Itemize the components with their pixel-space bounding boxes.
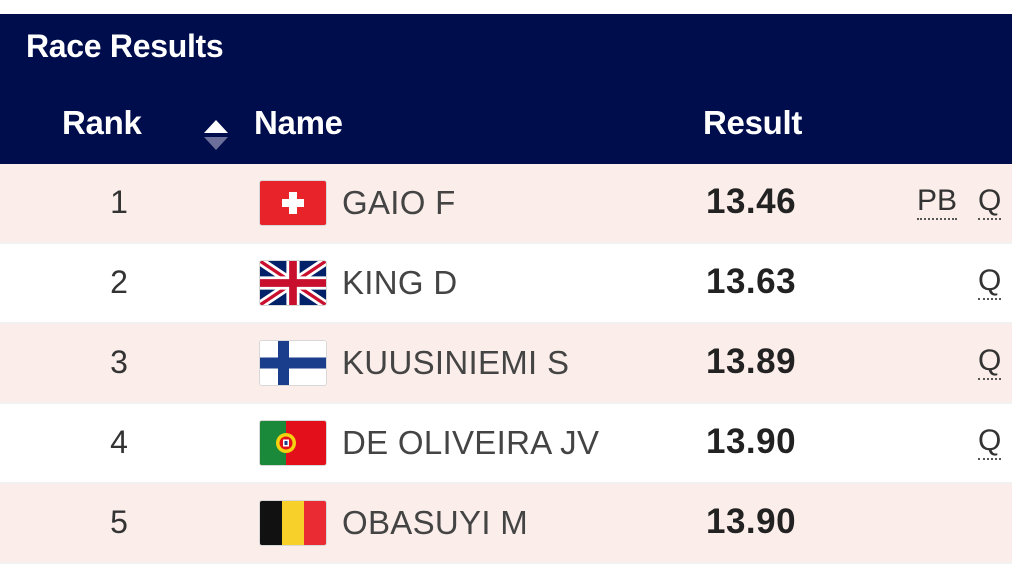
- rank-cell: 5: [110, 504, 128, 540]
- qualified-badge[interactable]: Q: [978, 424, 1002, 460]
- race-results-panel: Race Results Rank Name Result 1 GAIO F 1…: [0, 14, 1012, 575]
- column-header-rank[interactable]: Rank: [62, 104, 142, 141]
- athlete-name[interactable]: KING D: [342, 264, 458, 301]
- table-row[interactable]: 5 OBASUYI M 13.90: [0, 484, 1012, 564]
- portugal-flag-icon: [260, 421, 326, 465]
- great-britain-flag-icon: [260, 261, 326, 305]
- athlete-name[interactable]: DE OLIVEIRA JV: [342, 424, 600, 461]
- athlete-name[interactable]: OBASUYI M: [342, 504, 529, 541]
- personal-best-badge[interactable]: PB: [917, 184, 958, 220]
- switzerland-flag-icon: [260, 181, 326, 225]
- table-row[interactable]: 2 KING D 13.63 Q: [0, 244, 1012, 324]
- column-header-name[interactable]: Name: [254, 104, 343, 141]
- athlete-name[interactable]: GAIO F: [342, 184, 456, 221]
- rank-cell: 3: [110, 344, 128, 380]
- result-time: 13.46: [706, 182, 797, 221]
- sort-up-down-icon[interactable]: [203, 118, 229, 152]
- rank-cell: 2: [110, 264, 128, 300]
- result-time: 13.90: [706, 502, 797, 541]
- belgium-flag-icon: [260, 501, 326, 545]
- qualified-badge[interactable]: Q: [978, 344, 1002, 380]
- column-header-result[interactable]: Result: [703, 104, 803, 141]
- result-time: 13.63: [706, 262, 797, 301]
- qualified-badge[interactable]: Q: [978, 264, 1002, 300]
- qualified-badge[interactable]: Q: [978, 184, 1002, 220]
- panel-title: Race Results: [26, 28, 224, 64]
- results-table-body: 1 GAIO F 13.46 PB Q 2: [0, 164, 1012, 564]
- table-row[interactable]: 3 KUUSINIEMI S 13.89 Q: [0, 324, 1012, 404]
- results-header: Race Results Rank Name Result: [0, 14, 1012, 164]
- finland-flag-icon: [260, 341, 326, 385]
- result-time: 13.90: [706, 422, 797, 461]
- athlete-name[interactable]: KUUSINIEMI S: [342, 344, 570, 381]
- table-row[interactable]: 1 GAIO F 13.46 PB Q: [0, 164, 1012, 244]
- rank-cell: 1: [110, 184, 128, 220]
- result-time: 13.89: [706, 342, 797, 381]
- table-row[interactable]: 4 DE OLIVEIRA JV 13.90 Q: [0, 404, 1012, 484]
- rank-cell: 4: [110, 424, 128, 460]
